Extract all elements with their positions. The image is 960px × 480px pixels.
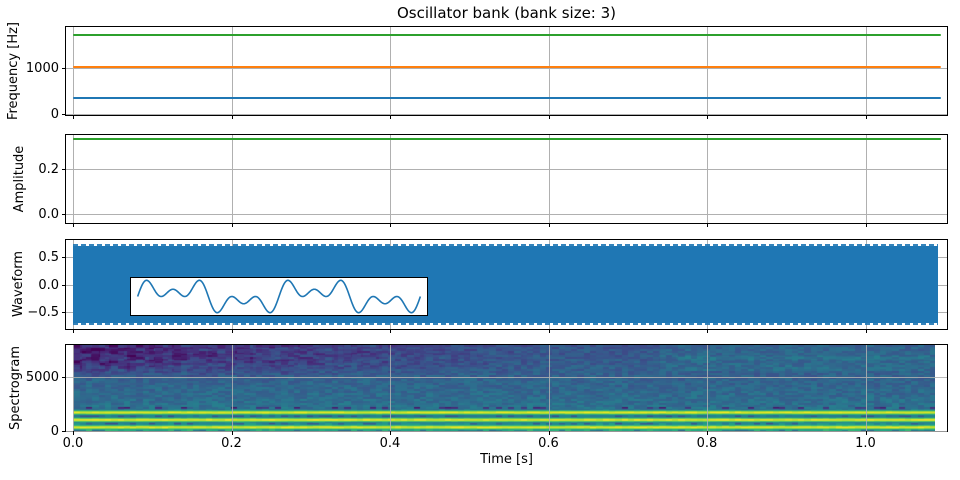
x-tick-mark [707,431,708,435]
x-tick-mark [707,115,708,119]
gridline-vertical [73,135,74,223]
y-tick-label: 0 [50,106,59,122]
x-tick-mark [865,329,867,333]
y-tick-label: 0.0 [38,206,59,222]
gridline-vertical [865,135,867,223]
x-tick-mark [231,223,233,227]
x-tick-mark [548,329,550,333]
x-tick-mark [73,223,74,227]
gridline-vertical [231,27,233,115]
gridline-vertical [390,135,391,223]
waveform-envelope-top [73,243,938,247]
x-tick-mark [548,223,550,227]
y-tick-label: 1000 [25,61,59,77]
x-tick-mark [548,115,550,119]
y-tick-mark [62,311,66,313]
y-tick-mark [62,377,66,379]
y-tick-label: −0.5 [27,304,59,320]
gridline-vertical [548,135,550,223]
y-tick-label: 0.2 [38,161,59,177]
amplitude-panel [62,135,947,227]
y-tick-label: 0.5 [38,250,59,266]
y-tick-label: 0 [50,424,59,439]
x-tick-mark [231,115,233,119]
gridline-vertical [707,27,708,115]
frequency-panel [62,27,947,119]
gridline-vertical [707,345,708,431]
waveform-zoom-inset [130,277,428,316]
gridline-horizontal [66,168,947,170]
gridline-vertical [865,27,867,115]
x-tick-mark [390,431,391,435]
gridline-vertical [73,345,74,431]
y-tick-mark [62,431,66,432]
gridline-vertical [548,27,550,115]
gridline-vertical [231,135,233,223]
x-tick-label: 0.6 [538,436,559,451]
spectrogram-image [73,345,935,431]
x-tick-label: 0.2 [221,436,242,451]
spectrogram-panel [62,345,947,435]
series-line-oscillator-3 [73,34,941,37]
gridline-vertical [73,27,74,115]
x-tick-mark [548,431,550,435]
gridline-vertical [707,135,708,223]
x-tick-mark [231,431,233,435]
x-tick-mark [73,329,74,333]
x-tick-label: 0.8 [696,436,718,451]
gridline-horizontal [66,377,947,379]
y-tick-label: 5000 [25,370,59,386]
x-tick-mark [390,223,391,227]
xlabel-time: Time [s] [480,452,533,467]
x-tick-mark [865,431,867,435]
x-tick-mark [73,431,74,435]
gridline-vertical [548,345,550,431]
gridline-horizontal [66,113,947,115]
y-tick-label: 0.0 [38,277,59,293]
gridline-vertical [231,345,233,431]
y-tick-mark [62,68,66,70]
y-tick-mark [62,213,66,215]
gridline-horizontal [66,213,947,215]
series-line-oscillator-1 [73,97,941,100]
waveform-envelope-bottom [73,322,938,326]
x-tick-mark [865,115,867,119]
x-tick-mark [231,329,233,333]
x-tick-mark [390,115,391,119]
gridline-horizontal [66,431,947,432]
gridline-vertical [865,345,867,431]
gridline-vertical [390,27,391,115]
x-tick-mark [73,115,74,119]
waveform-zoom-curve [136,279,422,314]
y-tick-mark [62,257,66,259]
y-tick-mark [62,284,66,286]
x-tick-label: 1.0 [855,436,876,451]
x-tick-mark [390,329,391,333]
x-tick-label: 0.0 [62,436,84,451]
x-tick-label: 0.4 [379,436,401,451]
y-tick-mark [62,113,66,115]
y-tick-mark [62,168,66,170]
x-tick-mark [865,223,867,227]
series-line-oscillator-3 [73,138,941,141]
x-tick-mark [707,329,708,333]
x-tick-mark [707,223,708,227]
waveform-panel [62,240,947,333]
gridline-horizontal [66,68,947,70]
gridline-vertical [390,345,391,431]
series-line-oscillator-2 [73,65,941,68]
figure-title: Oscillator bank (bank size: 3) [396,4,617,22]
